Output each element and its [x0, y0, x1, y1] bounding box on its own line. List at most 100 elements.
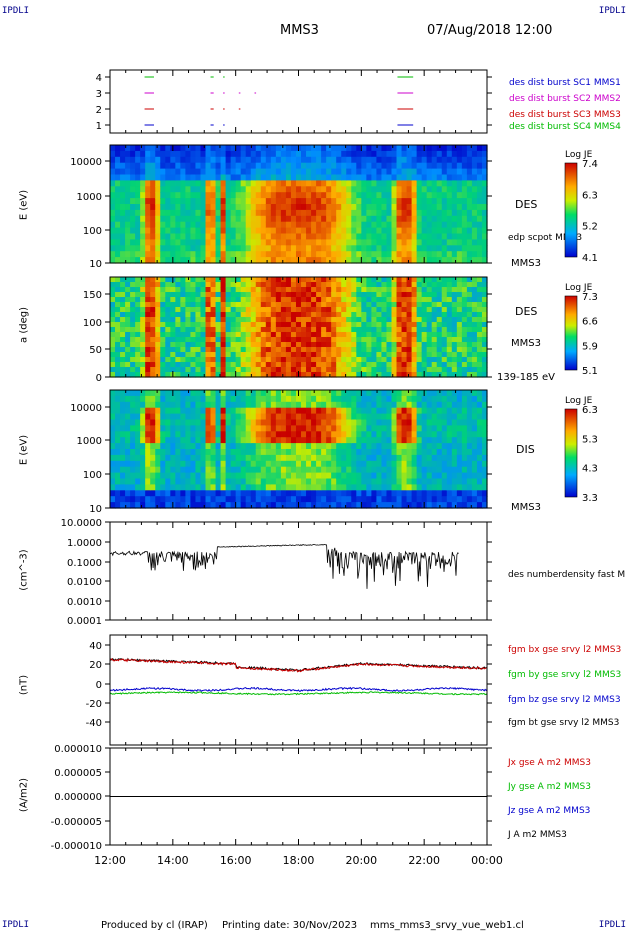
dis-energy-heatmap-cell [145, 407, 151, 415]
des-energy-heatmap-cell [376, 186, 383, 193]
des-energy-heatmap-cell [230, 245, 237, 252]
des-energy-heatmap-cell [210, 162, 217, 170]
des-pitch-heatmap-cell [471, 287, 478, 293]
dis-energy-heatmap-cell [446, 478, 453, 485]
des-energy-heatmap-cell [441, 174, 448, 181]
des-pitch-heatmap-cell [411, 332, 418, 338]
des-pitch-heatmap-cell [361, 367, 367, 373]
dis-energy-heatmap-cell [215, 454, 222, 462]
des-energy-heatmap-cell [321, 162, 327, 170]
des-pitch-heatmap-cell [481, 337, 488, 343]
des-energy-heatmap-cell [406, 251, 413, 258]
des-energy-heatmap-cell [326, 204, 332, 211]
des-pitch-heatmap-cell [441, 357, 448, 363]
des-pitch-heatmap-cell [356, 297, 362, 303]
des-energy-heatmap-cell [295, 239, 302, 246]
des-pitch-heatmap-cell [426, 307, 433, 313]
des-energy-heatmap-cell [180, 186, 186, 193]
dis-energy-heatmap-cell [205, 502, 212, 509]
dis-energy-heatmap-cell [381, 395, 388, 403]
des-pitch-heatmap-cell [456, 342, 463, 348]
dis-energy-heatmap-cell [250, 401, 257, 409]
dis-energy-heatmap-cell [316, 478, 322, 485]
des-energy-heatmap-cell [376, 150, 383, 158]
des-pitch-heatmap-cell [431, 297, 438, 303]
dis-energy-heatmap-cell [326, 413, 332, 421]
dis-energy-heatmap-cell [426, 413, 433, 421]
des-pitch-heatmap-cell [110, 367, 116, 373]
panel-2-ytick-label: 10000 [70, 157, 102, 168]
dis-energy-heatmap-cell [381, 454, 388, 462]
dis-energy-heatmap-cell [220, 490, 227, 497]
des-pitch-heatmap-cell [331, 322, 337, 328]
colorbar-2 [564, 295, 578, 371]
des-energy-heatmap-cell [381, 192, 388, 199]
des-energy-heatmap-cell [255, 192, 262, 199]
des-pitch-heatmap-cell [426, 312, 433, 318]
dis-energy-heatmap-cell [456, 443, 463, 450]
dis-energy-heatmap-cell [426, 460, 433, 468]
des-pitch-heatmap-cell [471, 307, 478, 313]
des-energy-heatmap-cell [155, 209, 161, 217]
des-energy-heatmap-cell [416, 215, 423, 223]
dis-energy-heatmap-cell [135, 454, 141, 462]
des-pitch-heatmap-cell [321, 297, 327, 303]
des-pitch-heatmap-cell [215, 357, 222, 363]
des-pitch-heatmap-cell [115, 277, 121, 283]
des-pitch-heatmap-cell [245, 312, 252, 318]
des-pitch-heatmap-cell [155, 307, 161, 313]
dis-energy-heatmap-cell [301, 443, 307, 450]
des-pitch-heatmap-cell [441, 332, 448, 338]
des-energy-heatmap-cell [200, 186, 207, 193]
des-energy-heatmap-cell [301, 168, 307, 176]
des-pitch-heatmap-cell [356, 372, 362, 378]
des-pitch-heatmap-cell [356, 347, 362, 353]
des-energy-heatmap-cell [210, 251, 217, 258]
dis-energy-heatmap-cell [250, 431, 257, 438]
des-energy-heatmap-cell [210, 221, 217, 229]
des-pitch-heatmap-cell [120, 367, 126, 373]
des-pitch-heatmap-cell [255, 337, 262, 343]
dis-energy-heatmap-cell [371, 395, 378, 403]
des-energy-heatmap-cell [306, 251, 312, 258]
des-pitch-heatmap-cell [436, 347, 443, 353]
dis-energy-heatmap-cell [270, 478, 277, 485]
dis-energy-heatmap-cell [361, 443, 367, 450]
dis-energy-heatmap-cell [411, 437, 418, 444]
des-pitch-heatmap-cell [155, 372, 161, 378]
des-pitch-heatmap-cell [140, 277, 146, 283]
dis-energy-heatmap-cell [115, 460, 121, 468]
des-pitch-heatmap-cell [396, 367, 403, 373]
des-energy-heatmap-cell [311, 156, 317, 164]
des-pitch-heatmap-cell [416, 362, 423, 368]
dis-energy-heatmap-cell [145, 484, 151, 491]
des-energy-heatmap-cell [270, 180, 277, 187]
dis-energy-heatmap-cell [250, 443, 257, 450]
des-pitch-heatmap-cell [371, 347, 378, 353]
des-energy-heatmap-cell [115, 174, 121, 181]
des-energy-heatmap-cell [265, 221, 272, 229]
des-energy-heatmap-cell [150, 168, 156, 176]
des-energy-heatmap-cell [436, 227, 443, 235]
des-energy-heatmap-cell [401, 192, 408, 199]
des-pitch-heatmap-cell [471, 352, 478, 358]
des-energy-heatmap-cell [361, 168, 367, 176]
dis-energy-heatmap-cell [481, 443, 488, 450]
panel-6-ytick-label: 20 [89, 660, 102, 671]
dis-energy-heatmap-cell [230, 466, 237, 474]
dis-energy-heatmap-cell [466, 401, 473, 409]
des-pitch-heatmap-cell [401, 342, 408, 348]
des-pitch-heatmap-cell [260, 362, 267, 368]
des-pitch-heatmap-cell [210, 332, 217, 338]
des-pitch-heatmap-cell [195, 352, 202, 358]
des-pitch-heatmap-cell [205, 312, 212, 318]
des-energy-heatmap-cell [175, 156, 181, 164]
dis-energy-heatmap-cell [120, 454, 126, 462]
dis-energy-heatmap-cell [205, 443, 212, 450]
dis-energy-heatmap-cell [195, 431, 202, 438]
dis-energy-heatmap-cell [341, 460, 347, 468]
des-pitch-heatmap-cell [190, 327, 197, 333]
des-pitch-heatmap-cell [190, 337, 197, 343]
dis-energy-heatmap-cell [285, 419, 292, 426]
des-energy-heatmap-cell [421, 215, 428, 223]
